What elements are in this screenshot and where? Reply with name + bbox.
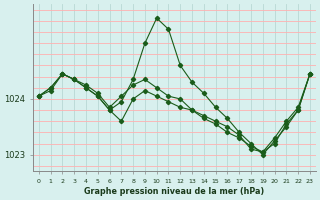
X-axis label: Graphe pression niveau de la mer (hPa): Graphe pression niveau de la mer (hPa) [84,187,265,196]
